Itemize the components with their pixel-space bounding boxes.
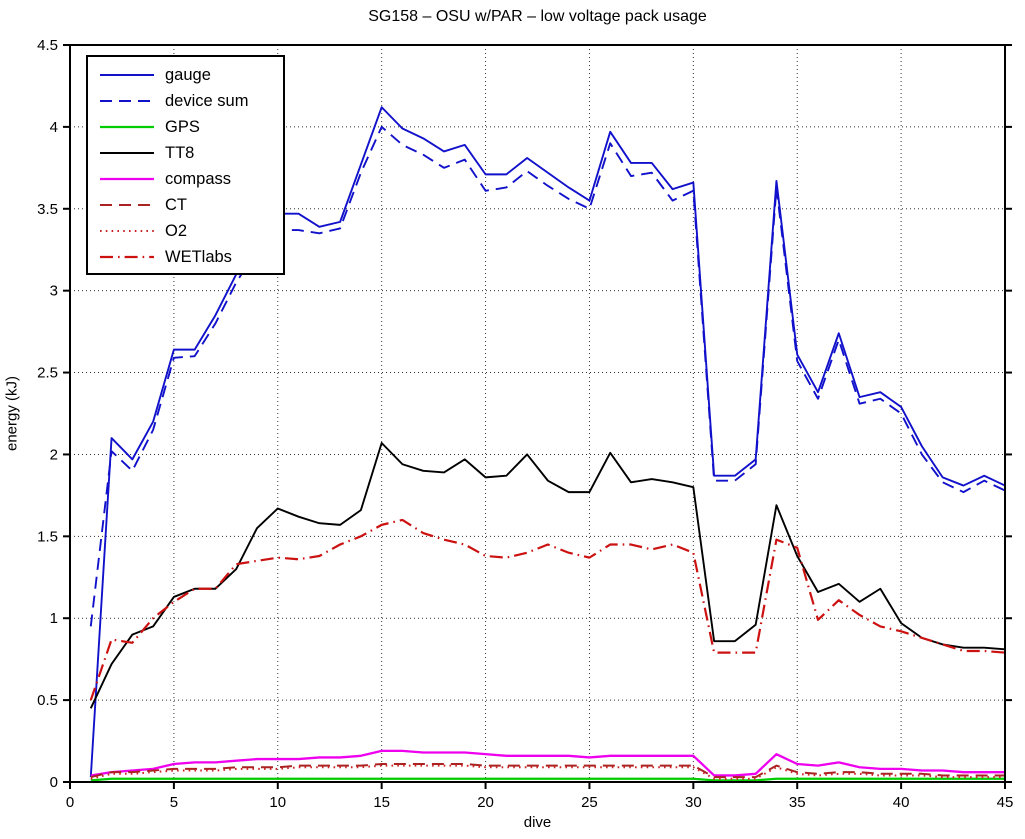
series-line-ct <box>90 762 1005 779</box>
y-tick-label: 0.5 <box>37 692 58 709</box>
x-tick-label: 40 <box>893 794 910 811</box>
legend-label-o2: O2 <box>165 221 188 240</box>
x-axis-label: dive <box>523 814 552 831</box>
legend-item-gauge: gauge <box>98 62 283 88</box>
legend-label-gauge: gauge <box>165 65 211 84</box>
x-tick-label: 20 <box>477 794 494 811</box>
y-tick-label: 1 <box>50 610 58 627</box>
legend-line-sample-o2 <box>100 230 154 232</box>
legend-item-wetlabs: WETlabs <box>98 244 283 270</box>
legend-item-device-sum: device sum <box>98 88 283 114</box>
x-tick-label: 25 <box>581 794 598 811</box>
y-tick-label: 0 <box>50 774 58 791</box>
y-tick-label: 3.5 <box>37 201 58 218</box>
legend-label-device-sum: device sum <box>165 91 249 110</box>
legend-item-tt8: TT8 <box>98 140 283 166</box>
x-tick-label: 45 <box>997 794 1014 811</box>
legend-label-wetlabs: WETlabs <box>165 247 232 266</box>
legend-item-o2: O2 <box>98 218 283 244</box>
x-tick-label: 30 <box>685 794 702 811</box>
axes-box <box>69 44 1006 783</box>
x-tick-label: 0 <box>66 794 74 811</box>
legend-line-sample-wetlabs <box>100 255 154 259</box>
y-tick-label: 1.5 <box>37 528 58 545</box>
legend-line-sample-device-sum <box>100 100 154 102</box>
legend-label-gps: GPS <box>165 117 200 136</box>
y-tick-label: 4 <box>50 119 58 136</box>
legend-line-sample-compass <box>100 177 154 181</box>
series-line-wetlabs <box>89 518 1006 701</box>
series-line-compass <box>90 749 1005 777</box>
x-tick-label: 35 <box>789 794 806 811</box>
legend-label-compass: compass <box>165 169 232 188</box>
y-tick-label: 3 <box>50 283 58 300</box>
legend-line-sample-gps <box>100 125 154 129</box>
y-axis-label: energy (kJ) <box>3 375 21 452</box>
y-tick-label: 4.5 <box>37 37 58 54</box>
legend-label-ct: CT <box>165 195 187 214</box>
chart-title: SG158 – OSU w/PAR – low voltage pack usa… <box>368 8 707 25</box>
legend-line-sample-ct <box>100 204 154 206</box>
series-line-tt8 <box>89 442 1006 709</box>
legend-line-sample-tt8 <box>100 152 154 154</box>
y-tick-label: 2.5 <box>37 365 58 382</box>
legend-line-sample-gauge <box>100 74 154 76</box>
legend-item-compass: compass <box>98 166 283 192</box>
series-line-gps <box>90 777 1005 782</box>
legend-item-gps: GPS <box>98 114 283 140</box>
x-tick-label: 5 <box>170 794 178 811</box>
x-tick-label: 15 <box>373 794 390 811</box>
legend-item-ct: CT <box>98 192 283 218</box>
x-tick-label: 10 <box>269 794 286 811</box>
y-tick-label: 2 <box>50 446 58 463</box>
legend: gauge device sum GPS TT8 compass CT O2 WETlabs <box>86 55 285 275</box>
legend-label-tt8: TT8 <box>165 143 195 162</box>
